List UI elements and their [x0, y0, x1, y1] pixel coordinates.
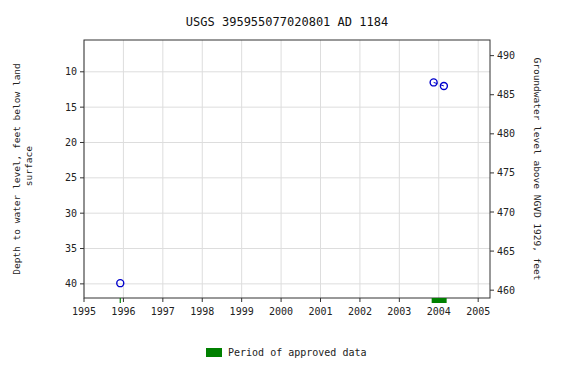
x-tick-label: 2002: [348, 306, 372, 317]
grid-line: [84, 283, 490, 284]
y-tick-label: 15: [65, 102, 77, 113]
grid-line: [399, 40, 400, 298]
grid-line: [84, 71, 490, 72]
y-tick: [80, 107, 84, 108]
x-tick-label: 1996: [111, 306, 135, 317]
y2-tick: [490, 133, 494, 134]
x-tick: [359, 298, 360, 302]
y2-tick: [490, 172, 494, 173]
x-tick: [202, 298, 203, 302]
grid-line: [202, 40, 203, 298]
y2-tick: [490, 94, 494, 95]
background: [0, 0, 576, 384]
plot-frame: [84, 40, 490, 298]
y-tick: [80, 248, 84, 249]
y2-tick: [490, 290, 494, 291]
grid-line: [320, 40, 321, 298]
grid-line: [478, 40, 479, 298]
axes: 1995 1996 1997 1998 1999 2000 2001 2002 2003 2004…: [65, 50, 515, 317]
y2-tick-label: 490: [497, 50, 515, 61]
y2-tick-label: 470: [497, 207, 515, 218]
grid-line: [359, 40, 360, 298]
x-tick: [399, 298, 400, 302]
title: USGS 395955077020801 AD 1184: [186, 15, 388, 29]
x-tick-label: 2003: [387, 306, 411, 317]
x-tick: [162, 298, 163, 302]
y2-tick: [490, 55, 494, 56]
y-tick: [80, 177, 84, 178]
approved-period: [120, 298, 121, 303]
y-axis-label: Depth to water level, feet below land su…: [11, 63, 34, 275]
y-tick: [80, 213, 84, 214]
y-tick-label: 40: [65, 278, 77, 289]
x-tick-label: 1998: [190, 306, 214, 317]
x-tick-label: 2001: [308, 306, 332, 317]
y2-tick-label: 480: [497, 128, 515, 139]
y-tick-label: 25: [65, 172, 77, 183]
x-tick: [320, 298, 321, 302]
chart: 1995 1996 1997 1998 1999 2000 2001 2002 2003 2004…: [0, 0, 576, 384]
x-tick: [84, 298, 85, 302]
y-tick-label: 10: [65, 66, 77, 77]
data-point: [117, 280, 124, 287]
grid-line: [84, 177, 490, 178]
y2-axis-label: Groundwater level above NGVD 1929, feet: [532, 57, 543, 280]
x-tick: [478, 298, 479, 302]
legend-swatch: [206, 348, 222, 357]
x-tick-label: 2000: [269, 306, 293, 317]
y2-tick: [490, 251, 494, 252]
y-tick-label: 35: [65, 243, 77, 254]
y2-tick-label: 475: [497, 167, 515, 178]
x-tick: [241, 298, 242, 302]
x-tick-label: 1999: [230, 306, 254, 317]
x-tick-label: 2005: [466, 306, 490, 317]
grid-line: [241, 40, 242, 298]
y-tick: [80, 71, 84, 72]
legend: Period of approved data: [206, 347, 366, 358]
approved-period: [432, 298, 447, 303]
y2-tick-label: 460: [497, 285, 515, 296]
grid-line: [123, 40, 124, 298]
x-tick-label: 1995: [72, 306, 96, 317]
periods: [120, 298, 447, 303]
x-tick-label: 1997: [151, 306, 175, 317]
y2-tick-label: 485: [497, 89, 515, 100]
data-line: [434, 82, 444, 86]
x-tick: [123, 298, 124, 302]
grid: [84, 40, 490, 298]
legend-label: Period of approved data: [228, 347, 366, 358]
grid-line: [438, 40, 439, 298]
x-tick: [281, 298, 282, 302]
grid-line: [84, 107, 490, 108]
y-tick: [80, 142, 84, 143]
grid-line: [84, 142, 490, 143]
y2-tick-label: 465: [497, 246, 515, 257]
x-tick-label: 2004: [427, 306, 451, 317]
grid-line: [84, 248, 490, 249]
y2-tick: [490, 212, 494, 213]
grid-line: [281, 40, 282, 298]
y-tick-label: 20: [65, 137, 77, 148]
y-tick: [80, 283, 84, 284]
y-tick-label: 30: [65, 208, 77, 219]
grid-line: [84, 213, 490, 214]
grid-line: [162, 40, 163, 298]
data: [117, 79, 448, 287]
